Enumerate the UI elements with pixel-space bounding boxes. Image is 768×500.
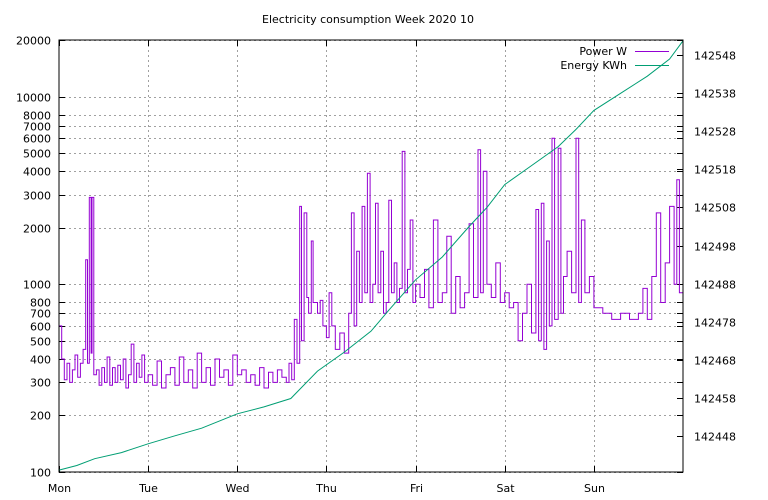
y2-tick-label: 142498: [694, 241, 736, 254]
x-tick-label: Tue: [138, 482, 158, 495]
y2-tick-label: 142458: [694, 393, 736, 406]
series-power-w: [59, 137, 684, 389]
series-energy-kwh: [58, 40, 684, 471]
plot-frame: [58, 39, 684, 473]
y-tick-label: 700: [30, 308, 51, 321]
x-tick-label: Sat: [496, 482, 515, 495]
y2-tick-label: 142448: [694, 431, 736, 444]
series-layer: [58, 40, 684, 471]
y2-tick-label: 142528: [694, 126, 736, 139]
y2-tick-label: 142538: [694, 88, 736, 101]
y2-tick-label: 142548: [694, 50, 736, 63]
y-axis-right: 142448 142458 142468 142478 142488 142498 1425…: [677, 50, 736, 444]
y-tick-label: 10000: [16, 92, 51, 105]
x-tick-label: Sun: [584, 482, 605, 495]
y-tick-label: 1000: [23, 279, 51, 292]
grid: [59, 40, 683, 473]
y-tick-label: 600: [30, 321, 51, 334]
y-tick-label: 8000: [23, 110, 51, 123]
legend-label: Power W: [579, 45, 627, 58]
x-tick-label: Thu: [315, 482, 337, 495]
y-tick-label: 20000: [16, 35, 51, 48]
y-tick-label: 3000: [23, 190, 51, 203]
y-tick-label: 7000: [23, 121, 51, 134]
x-tick-label: Mon: [48, 482, 71, 495]
y2-tick-label: 142518: [694, 164, 736, 177]
y2-tick-label: 142478: [694, 317, 736, 330]
y-tick-label: 200: [30, 410, 51, 423]
x-axis: Mon Tue Wed Thu Fri Sat Sun: [48, 40, 605, 495]
y2-tick-label: 142468: [694, 355, 736, 368]
y-tick-label: 4000: [23, 166, 51, 179]
y-tick-label: 6000: [23, 133, 51, 146]
y-tick-label: 5000: [23, 148, 51, 161]
y2-tick-label: 142508: [694, 202, 736, 215]
x-tick-label: Fri: [410, 482, 423, 495]
y-tick-label: 800: [30, 297, 51, 310]
y-tick-label: 500: [30, 336, 51, 349]
y-tick-label: 2000: [23, 223, 51, 236]
chart-title: Electricity consumption Week 2020 10: [262, 13, 474, 26]
y-tick-label: 400: [30, 354, 51, 367]
y-tick-label: 300: [30, 377, 51, 390]
y-tick-label: 100: [30, 467, 51, 480]
y2-tick-label: 142488: [694, 279, 736, 292]
legend-label: Energy KWh: [560, 59, 627, 72]
x-tick-label: Wed: [226, 482, 250, 495]
